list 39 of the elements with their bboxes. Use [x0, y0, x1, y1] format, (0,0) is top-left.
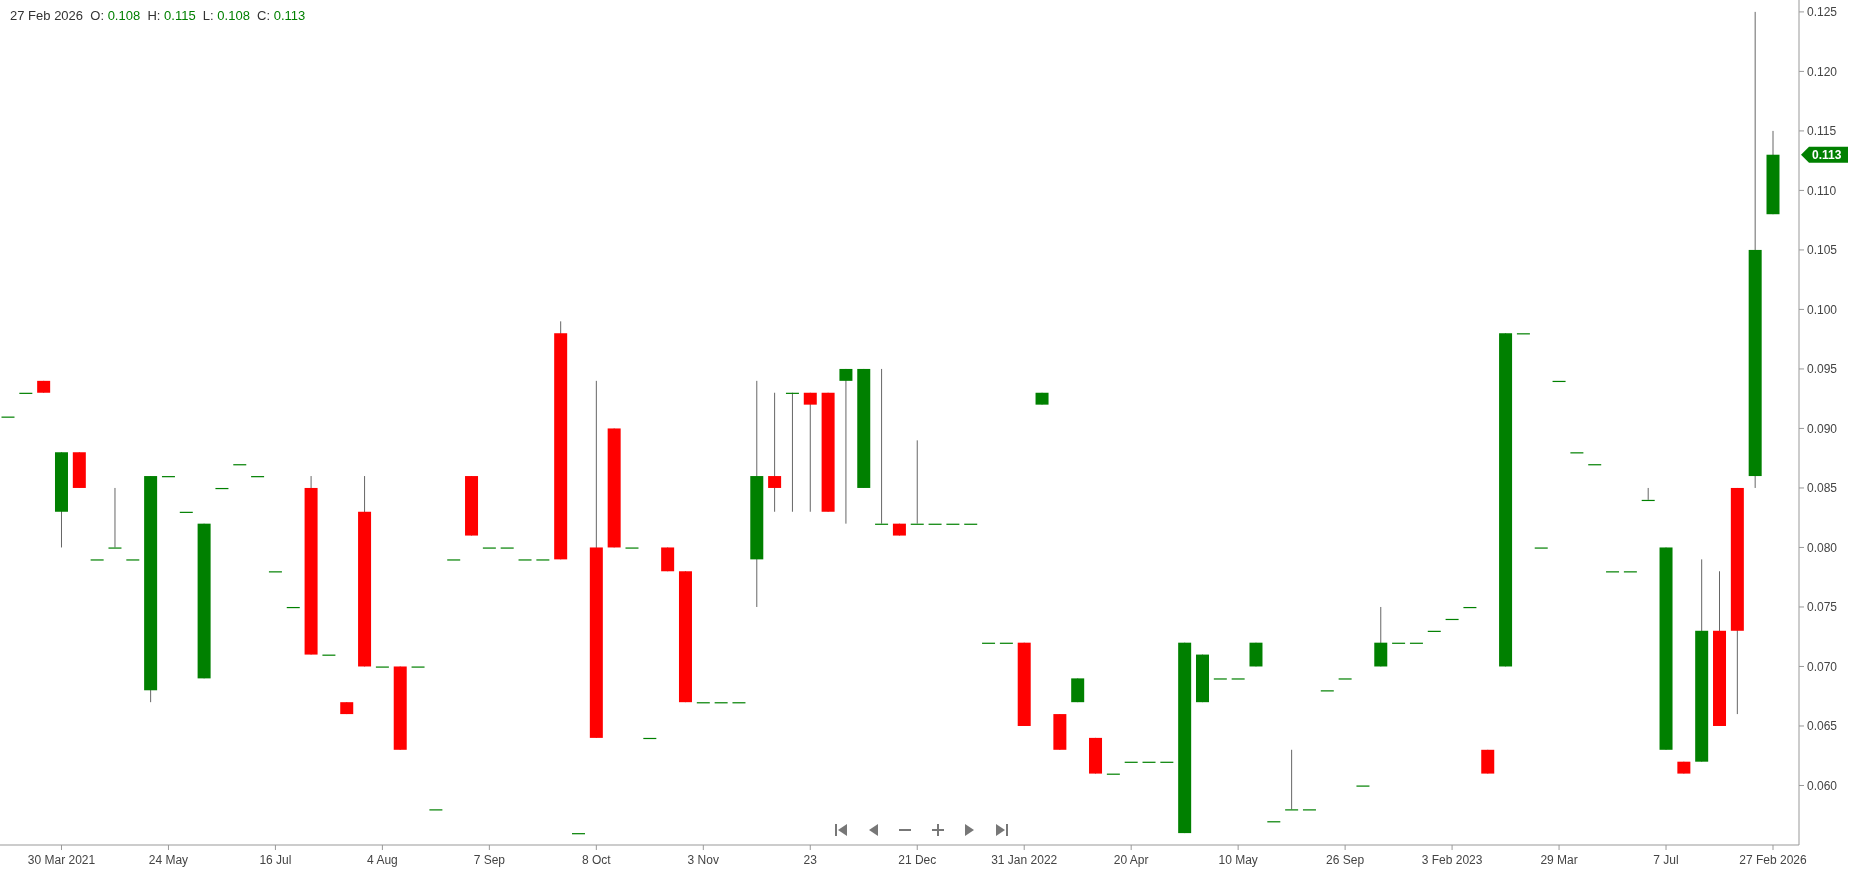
x-tick-label: 30 Mar 2021: [27, 853, 96, 867]
y-tick-label: 0.080: [1807, 540, 1838, 555]
x-tick-label: 31 Jan 2022: [991, 853, 1058, 867]
x-tick-label: 24 May: [148, 853, 189, 867]
text: 0.113: [1812, 147, 1842, 162]
candlestick: [768, 392, 782, 513]
annotation: 0.113: [273, 8, 306, 23]
y-tick-label: 0.120: [1807, 64, 1838, 79]
x-tick-label: 26 Sep: [1326, 853, 1365, 867]
candlestick: [1374, 606, 1388, 667]
chart-title: 27 Feb 2026 O: 0.108 H: 0.115 L: 0.108 C:: [10, 8, 271, 23]
y-tick-label: 0.090: [1807, 421, 1838, 436]
y-tick-label: 0.125: [1807, 5, 1838, 20]
x-tick-label: 21 Dec: [898, 853, 937, 867]
x-tick-label: 27 Feb 2026: [1739, 853, 1808, 867]
x-tick-label: 10 May: [1218, 853, 1258, 867]
y-tick-label: 0.115: [1807, 124, 1837, 139]
candlestick: [839, 368, 853, 525]
y-tick-label: 0.060: [1807, 778, 1838, 793]
y-tick-label: 0.075: [1807, 600, 1838, 615]
candlestick: [108, 487, 122, 549]
x-tick-label: 29 Mar: [1540, 853, 1578, 867]
y-tick-label: 0.065: [1807, 719, 1838, 734]
y-tick-label: 0.095: [1807, 362, 1838, 377]
y-tick-label: 0.085: [1807, 481, 1838, 496]
y-tick-label: 0.100: [1807, 302, 1838, 317]
x-tick-label: 3 Nov: [687, 853, 719, 867]
candlestick: [803, 392, 817, 513]
x-tick-label: 23: [803, 853, 818, 867]
x-tick-label: 20 Apr: [1113, 853, 1149, 867]
y-tick-label: 0.105: [1807, 243, 1838, 258]
x-tick-label: 3 Feb 2023: [1421, 853, 1483, 867]
x-tick-label: 8 Oct: [581, 853, 612, 867]
y-tick-label: 0.110: [1807, 183, 1837, 198]
x-tick-label: 4 Aug: [367, 853, 398, 867]
x-tick-label: 16 Jul: [259, 853, 292, 867]
x-tick-label: 7 Sep: [473, 853, 506, 867]
x-tick-label: 7 Jul: [1653, 853, 1679, 867]
y-tick-label: 0.070: [1807, 659, 1838, 674]
